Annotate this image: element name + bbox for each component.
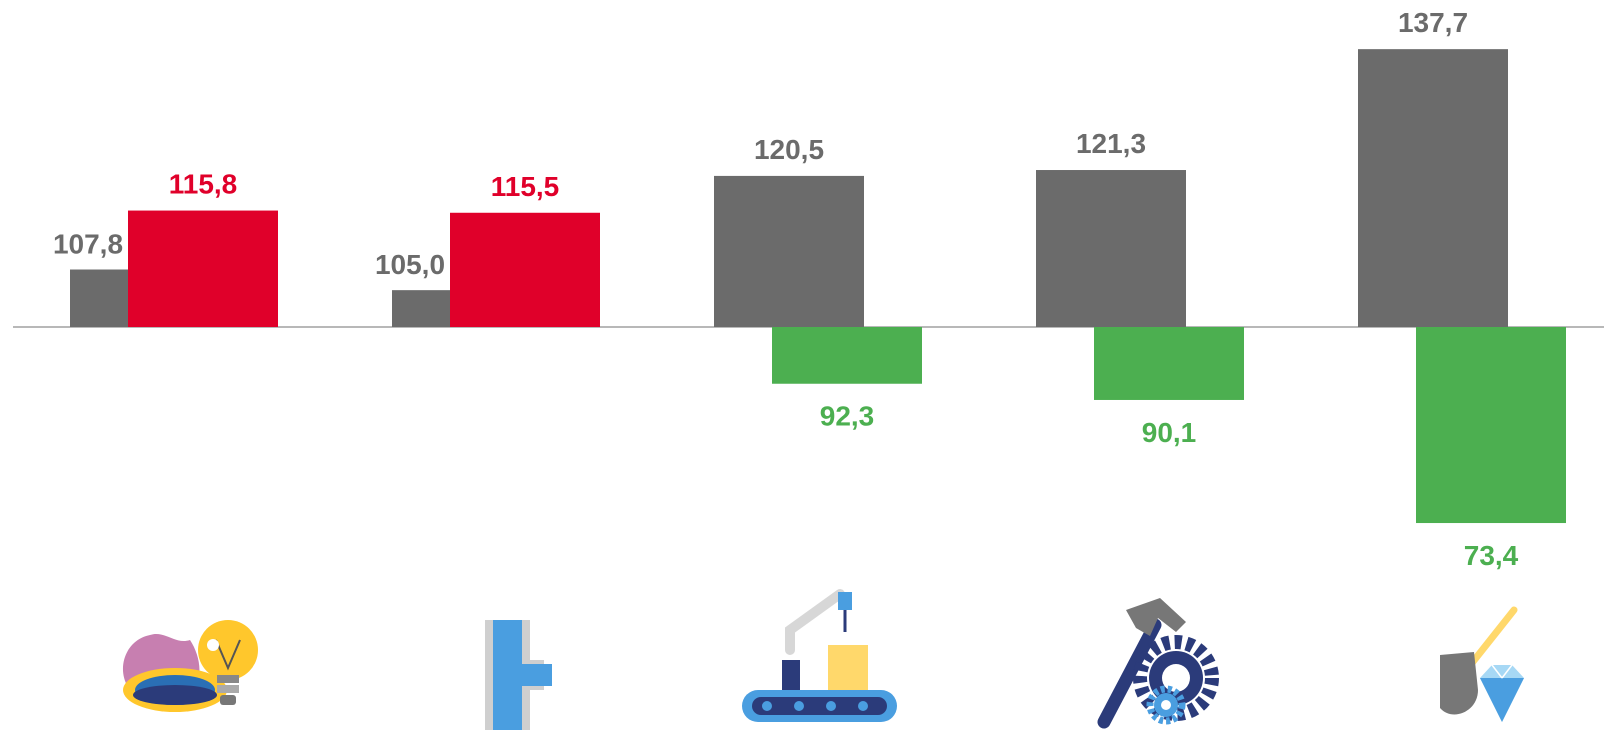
bar-series-2-gas-electricity — [128, 210, 278, 327]
label-series-1-manufacturing: 120,5 — [754, 134, 824, 165]
gas-flame-and-lightbulb-icon — [122, 620, 258, 712]
label-series-2-manufacturing: 92,3 — [820, 401, 875, 432]
icons-layer — [122, 589, 1524, 730]
label-series-2-mining: 73,4 — [1464, 540, 1519, 571]
shovel-and-diamond-icon — [1440, 606, 1524, 722]
bar-series-2-water-pipes — [450, 212, 600, 327]
bars-layer — [70, 49, 1566, 524]
robotic-assembly-line-icon — [742, 589, 897, 722]
bar-series-2-tools-machinery — [1094, 327, 1244, 400]
label-series-1-tools-machinery: 121,3 — [1076, 128, 1146, 159]
label-series-1-gas-electricity: 107,8 — [53, 229, 123, 260]
hammer-and-gears-icon — [1097, 598, 1219, 729]
bar-series-1-tools-machinery — [1036, 170, 1186, 327]
bar-series-2-mining — [1416, 327, 1566, 524]
bar-series-1-manufacturing — [714, 175, 864, 327]
label-series-2-gas-electricity: 115,8 — [169, 169, 238, 200]
label-series-2-tools-machinery: 90,1 — [1142, 417, 1197, 448]
label-series-1-water-pipes: 105,0 — [375, 249, 445, 280]
label-series-1-mining: 137,7 — [1398, 7, 1468, 38]
bar-series-1-mining — [1358, 49, 1508, 327]
label-series-2-water-pipes: 115,5 — [491, 171, 560, 202]
water-pipe-icon — [485, 620, 552, 730]
labels-layer: 107,8 115,8 105,0 115,5 120,5 92,3 121,3 90,1 13… — [53, 7, 1519, 571]
bar-series-2-manufacturing — [772, 327, 922, 384]
